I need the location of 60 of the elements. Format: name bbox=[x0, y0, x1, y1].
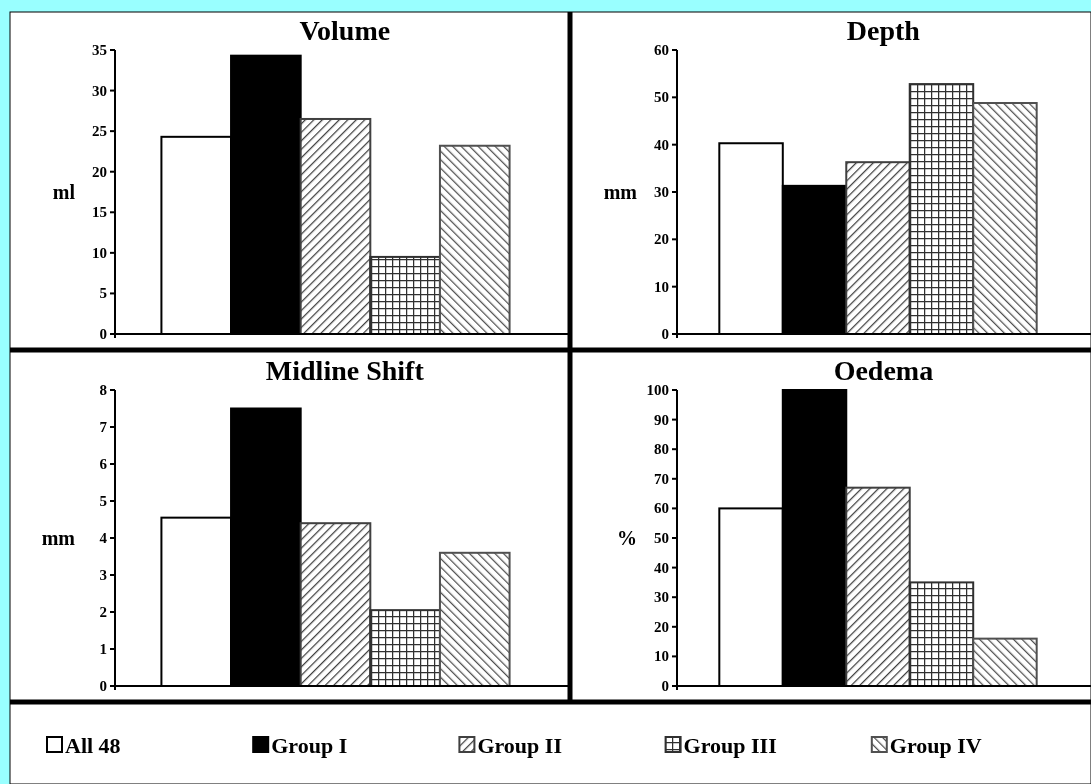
y-tick-label: 30 bbox=[654, 184, 669, 200]
y-tick-label: 60 bbox=[654, 500, 669, 517]
y-axis-title: mm bbox=[41, 527, 76, 549]
y-tick-label: 6 bbox=[99, 456, 108, 472]
y-tick-label: 4 bbox=[99, 530, 108, 546]
legend-label: Group III bbox=[683, 732, 777, 758]
y-tick-label: 10 bbox=[92, 244, 107, 261]
bar bbox=[369, 255, 441, 335]
y-tick-label: 20 bbox=[92, 163, 107, 180]
chart-title: Midline Shift bbox=[265, 355, 425, 386]
bar bbox=[845, 486, 911, 687]
y-tick-label: 8 bbox=[99, 382, 107, 398]
y-tick-label: 1 bbox=[99, 641, 107, 657]
bar bbox=[845, 161, 911, 335]
y-axis-title: mm bbox=[603, 181, 638, 203]
y-tick-label: 90 bbox=[654, 411, 669, 428]
y-tick-label: 0 bbox=[99, 326, 107, 342]
y-tick-label: 15 bbox=[92, 204, 107, 221]
y-tick-label: 10 bbox=[654, 278, 669, 295]
legend-label: All 48 bbox=[65, 732, 121, 758]
bar bbox=[299, 117, 372, 335]
bar bbox=[972, 102, 1038, 335]
y-tick-label: 30 bbox=[654, 589, 669, 606]
y-tick-label: 5 bbox=[99, 493, 107, 509]
y-tick-label: 30 bbox=[92, 82, 107, 99]
y-axis-title: % bbox=[617, 527, 637, 549]
y-tick-label: 50 bbox=[654, 89, 669, 106]
bar bbox=[369, 609, 441, 687]
y-tick-label: 40 bbox=[654, 136, 669, 153]
y-tick-label: 80 bbox=[654, 441, 669, 458]
y-tick-label: 60 bbox=[654, 42, 669, 58]
y-tick-label: 70 bbox=[654, 470, 669, 487]
y-tick-label: 40 bbox=[654, 559, 669, 576]
y-tick-label: 20 bbox=[654, 618, 669, 635]
y-tick-label: 0 bbox=[99, 678, 107, 694]
bar bbox=[299, 522, 372, 687]
chart-title: Volume bbox=[299, 15, 391, 46]
bar bbox=[438, 144, 511, 335]
legend-label: Group IV bbox=[889, 732, 982, 758]
chart-title: Depth bbox=[846, 15, 921, 46]
y-axis-title: ml bbox=[52, 181, 76, 203]
y-tick-label: 10 bbox=[654, 648, 669, 665]
y-tick-label: 0 bbox=[661, 678, 669, 694]
y-tick-label: 3 bbox=[99, 567, 107, 583]
y-tick-label: 5 bbox=[99, 285, 107, 302]
y-tick-label: 25 bbox=[92, 123, 107, 140]
y-tick-label: 50 bbox=[654, 530, 669, 546]
y-tick-label: 35 bbox=[92, 42, 107, 58]
bar bbox=[972, 637, 1038, 687]
legend-label: Group II bbox=[477, 732, 562, 758]
y-tick-label: 20 bbox=[654, 231, 669, 248]
y-tick-label: 0 bbox=[661, 326, 669, 342]
bar bbox=[908, 581, 975, 687]
y-tick-label: 100 bbox=[646, 382, 669, 398]
bar bbox=[908, 83, 975, 335]
bar bbox=[438, 551, 511, 687]
y-tick-label: 7 bbox=[99, 419, 108, 435]
chart-title: Oedema bbox=[833, 355, 934, 386]
legend-label: Group I bbox=[271, 732, 348, 758]
y-tick-label: 2 bbox=[99, 604, 107, 620]
